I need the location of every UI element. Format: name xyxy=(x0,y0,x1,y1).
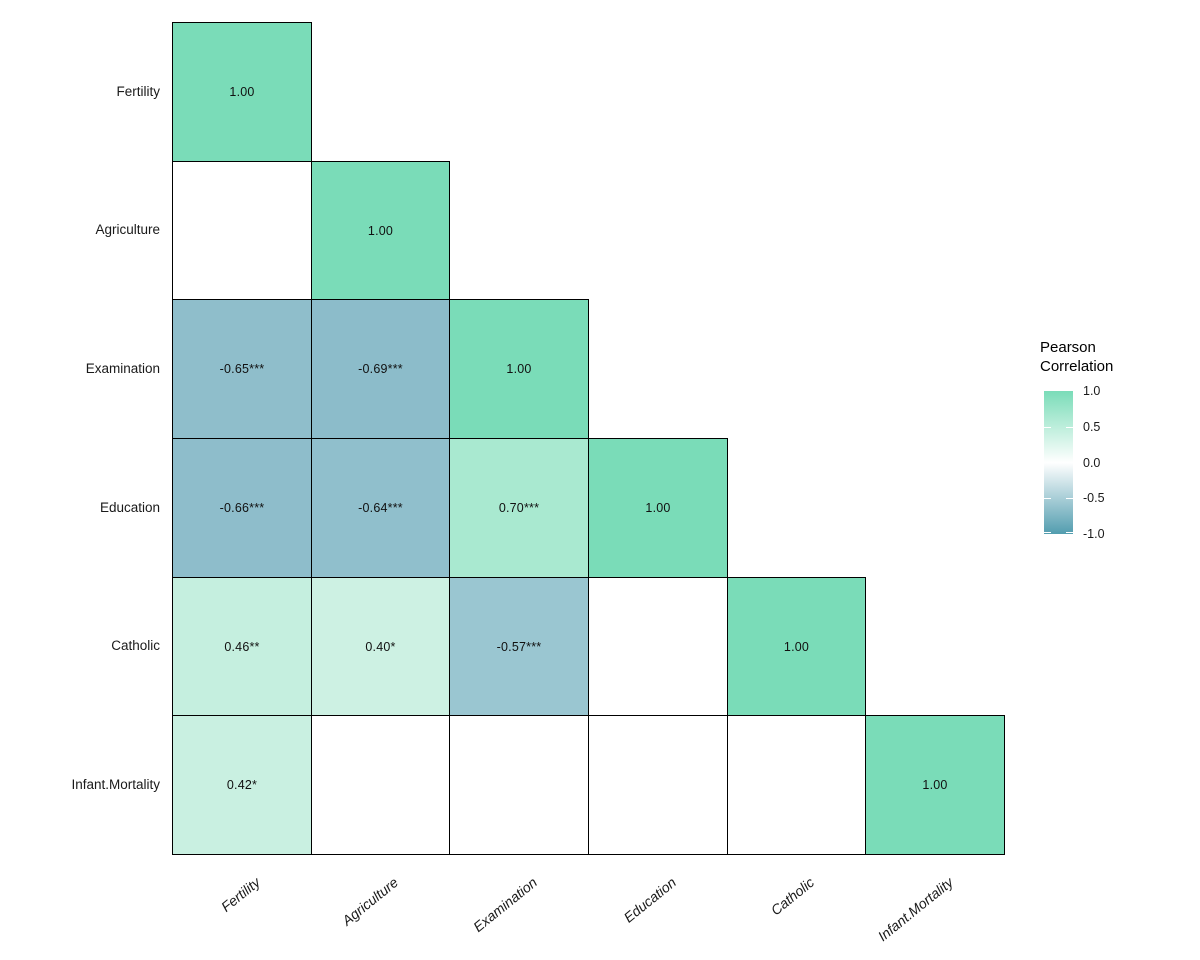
x-axis-label-Fertility: Fertility xyxy=(217,874,263,915)
y-axis-label-Examination: Examination xyxy=(85,360,160,376)
matrix-cell-Infant.Mortality-Infant.Mortality: 1.00 xyxy=(865,715,1005,855)
y-axis-label-Infant.Mortality: Infant.Mortality xyxy=(71,776,160,792)
colorbar-legend: Pearson Correlation 1.0 0.5 0.0 -0.5 -1.… xyxy=(1040,338,1190,541)
matrix-cell-Catholic-Examination: -0.57*** xyxy=(449,577,589,716)
cell-value-label: -0.64*** xyxy=(358,501,403,515)
legend-notch xyxy=(1044,498,1051,500)
cell-value-label: 1.00 xyxy=(783,639,810,654)
cell-value-label: 0.42* xyxy=(226,778,258,792)
legend-tick-label: 1.0 xyxy=(1083,384,1101,398)
cell-value-label: 0.40* xyxy=(365,639,396,654)
matrix-cell-Infant.Mortality-Fertility: 0.42* xyxy=(172,715,312,855)
x-axis-label-Infant.Mortality: Infant.Mortality xyxy=(874,874,956,945)
matrix-cell-Catholic-Education xyxy=(588,577,728,716)
cell-value-label: 0.70*** xyxy=(498,501,540,515)
legend-notch xyxy=(1066,426,1073,428)
matrix-cell-Fertility-Fertility: 1.00 xyxy=(172,22,312,162)
cell-value-label: 1.00 xyxy=(367,223,394,238)
cell-value-label: -0.66*** xyxy=(219,501,265,515)
matrix-cell-Examination-Fertility: -0.65*** xyxy=(172,299,312,439)
legend-notch xyxy=(1044,426,1051,428)
legend-tick-label: 0.5 xyxy=(1083,419,1101,434)
x-axis-label-Agriculture: Agriculture xyxy=(338,874,402,929)
cell-value-label: 1.00 xyxy=(506,362,532,376)
legend-title-line2: Correlation xyxy=(1040,358,1114,375)
matrix-cell-Education-Education: 1.00 xyxy=(588,438,728,578)
y-axis-label-Catholic: Catholic xyxy=(111,638,160,653)
cell-value-label: 1.00 xyxy=(645,501,671,515)
y-axis-label-Fertility: Fertility xyxy=(116,83,161,99)
x-axis-label-Education: Education xyxy=(620,874,679,926)
cell-value-label: 1.00 xyxy=(229,85,255,99)
matrix-cell-Infant.Mortality-Agriculture xyxy=(311,715,450,855)
y-axis-label-Education: Education xyxy=(99,499,160,515)
matrix-cell-Education-Fertility: -0.66*** xyxy=(172,438,312,578)
legend-tick-label: 0.0 xyxy=(1083,455,1101,470)
matrix-cell-Catholic-Catholic: 1.00 xyxy=(727,577,866,716)
legend-gradient-bar xyxy=(1044,391,1073,534)
legend-title-line1: Pearson xyxy=(1040,339,1096,356)
legend-tick-label: -0.5 xyxy=(1083,491,1105,506)
matrix-cell-Infant.Mortality-Education xyxy=(588,715,728,855)
cell-value-label: 0.46** xyxy=(224,639,260,654)
matrix-cell-Infant.Mortality-Examination xyxy=(449,715,589,855)
cell-value-label: 1.00 xyxy=(922,778,948,792)
matrix-cell-Examination-Examination: 1.00 xyxy=(449,299,589,439)
matrix-cell-Examination-Agriculture: -0.69*** xyxy=(311,299,450,439)
matrix-cell-Agriculture-Fertility xyxy=(172,161,312,300)
matrix-cell-Infant.Mortality-Catholic xyxy=(727,715,866,855)
matrix-cell-Education-Examination: 0.70*** xyxy=(449,438,589,578)
cell-value-label: -0.57*** xyxy=(496,639,542,654)
legend-notch xyxy=(1066,498,1073,500)
matrix-cell-Catholic-Fertility: 0.46** xyxy=(172,577,312,716)
matrix-cell-Agriculture-Agriculture: 1.00 xyxy=(311,161,450,300)
legend-gradient-wrap: 1.0 0.5 0.0 -0.5 -1.0 xyxy=(1044,384,1105,541)
legend-notch xyxy=(1066,532,1073,533)
legend-notch xyxy=(1044,532,1051,533)
matrix-cell-Education-Agriculture: -0.64*** xyxy=(311,438,450,578)
cell-value-label: -0.69*** xyxy=(358,362,403,376)
legend-tick-label: -1.0 xyxy=(1083,527,1105,541)
x-axis-label-Catholic: Catholic xyxy=(767,874,818,919)
cell-value-label: -0.65*** xyxy=(219,362,265,376)
matrix-cell-Catholic-Agriculture: 0.40* xyxy=(311,577,450,716)
y-axis-label-Agriculture: Agriculture xyxy=(95,222,160,237)
x-axis-label-Examination: Examination xyxy=(469,874,540,935)
